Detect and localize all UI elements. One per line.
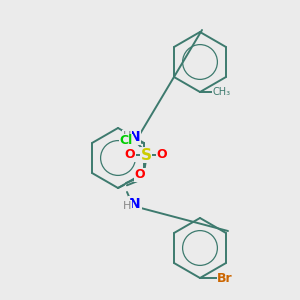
Text: O: O — [135, 169, 145, 182]
Text: Br: Br — [217, 272, 233, 284]
Text: N: N — [129, 130, 141, 144]
Text: Cl: Cl — [119, 134, 133, 148]
Text: N: N — [129, 197, 141, 211]
Text: S: S — [140, 148, 152, 163]
Text: H: H — [123, 131, 131, 141]
Text: CH₃: CH₃ — [213, 87, 231, 97]
Text: O: O — [125, 148, 135, 161]
Text: O: O — [157, 148, 167, 161]
Text: H: H — [123, 201, 131, 211]
